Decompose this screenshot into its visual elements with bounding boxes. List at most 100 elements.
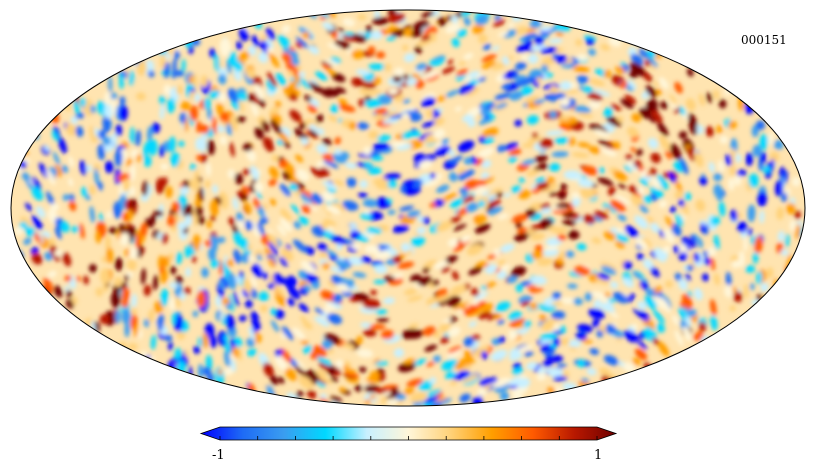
- field-blob: [71, 296, 78, 305]
- field-blob: [239, 51, 250, 60]
- field-blob: [493, 248, 501, 257]
- field-blob: [233, 290, 239, 307]
- field-blob: [315, 71, 328, 81]
- field-blob: [615, 66, 625, 74]
- field-blob: [219, 39, 229, 57]
- field-blob: [577, 359, 585, 368]
- field-blob: [478, 117, 492, 125]
- field-blob: [88, 264, 97, 273]
- field-blob: [347, 256, 364, 266]
- field-blob: [367, 166, 382, 175]
- field-blob: [368, 130, 379, 140]
- field-blob: [450, 380, 458, 386]
- field-blob: [403, 358, 416, 365]
- field-blob: [221, 297, 230, 305]
- field-blob: [637, 300, 647, 311]
- field-blob: [274, 349, 283, 357]
- field-blob: [95, 231, 102, 244]
- field-blob: [180, 101, 191, 111]
- field-blob: [685, 273, 691, 282]
- field-blob: [655, 189, 664, 199]
- field-blob: [306, 247, 315, 256]
- field-blob: [508, 156, 517, 163]
- field-blob: [634, 215, 649, 229]
- field-blob: [343, 371, 360, 378]
- field-blob: [338, 98, 348, 105]
- field-blob: [159, 104, 165, 120]
- field-blob: [514, 119, 522, 127]
- field-blob: [214, 54, 220, 73]
- field-blob: [238, 315, 247, 322]
- field-blob: [115, 309, 121, 324]
- field-blob: [25, 180, 34, 191]
- field-blob: [256, 253, 262, 261]
- field-blob: [561, 63, 577, 69]
- field-blob: [216, 236, 226, 244]
- field-blob: [239, 27, 249, 42]
- field-blob: [225, 314, 235, 331]
- field-blob: [647, 138, 659, 149]
- field-blob: [209, 48, 216, 58]
- field-blob: [399, 205, 415, 212]
- field-blob: [244, 202, 252, 214]
- field-blob: [289, 84, 301, 97]
- field-blob: [786, 202, 796, 215]
- field-blob: [554, 137, 570, 144]
- field-blob: [122, 178, 130, 193]
- field-blob: [31, 176, 42, 190]
- field-blob: [511, 213, 529, 223]
- field-blob: [300, 338, 309, 346]
- field-blob: [248, 67, 255, 78]
- field-blob: [747, 228, 753, 236]
- field-blob: [356, 335, 363, 345]
- field-blob: [606, 297, 616, 304]
- field-blob: [457, 140, 475, 153]
- field-blob: [104, 104, 114, 119]
- field-blob: [548, 92, 558, 102]
- field-blob: [599, 302, 616, 313]
- field-blob: [207, 139, 215, 156]
- field-blob: [364, 31, 372, 40]
- field-blob: [539, 314, 546, 322]
- field-blob: [597, 139, 614, 148]
- field-blob: [418, 381, 433, 391]
- field-blob: [552, 292, 562, 300]
- field-blob: [757, 191, 767, 207]
- field-blob: [70, 116, 78, 125]
- field-blob: [230, 51, 239, 69]
- field-blob: [659, 297, 671, 314]
- field-blob: [88, 184, 96, 195]
- field-blob: [693, 252, 700, 263]
- field-blob: [268, 257, 276, 268]
- field-blob: [408, 323, 419, 329]
- field-blob: [668, 171, 677, 183]
- field-blob: [543, 350, 555, 356]
- field-blob: [503, 70, 517, 80]
- field-blob: [582, 214, 596, 224]
- field-blob: [295, 154, 304, 163]
- field-blob: [496, 270, 508, 280]
- field-blob: [576, 75, 589, 83]
- field-blob: [636, 253, 644, 261]
- field-blob: [362, 198, 378, 208]
- field-blob: [219, 135, 228, 146]
- field-blob: [274, 309, 285, 320]
- field-blob: [135, 92, 146, 101]
- field-blob: [97, 143, 105, 161]
- field-blob: [557, 251, 569, 259]
- field-blob: [432, 279, 439, 286]
- field-blob: [133, 324, 139, 338]
- field-blob: [387, 180, 397, 189]
- field-blob: [665, 280, 673, 288]
- field-blob: [563, 170, 582, 180]
- field-blob: [270, 119, 282, 135]
- field-blob: [229, 141, 235, 158]
- field-blob: [267, 232, 278, 248]
- field-blob: [364, 244, 380, 254]
- field-blob: [202, 333, 209, 349]
- field-blob: [692, 333, 702, 341]
- field-blob: [261, 120, 270, 133]
- field-blob: [573, 105, 592, 114]
- field-blob: [331, 73, 346, 83]
- field-blob: [458, 169, 475, 180]
